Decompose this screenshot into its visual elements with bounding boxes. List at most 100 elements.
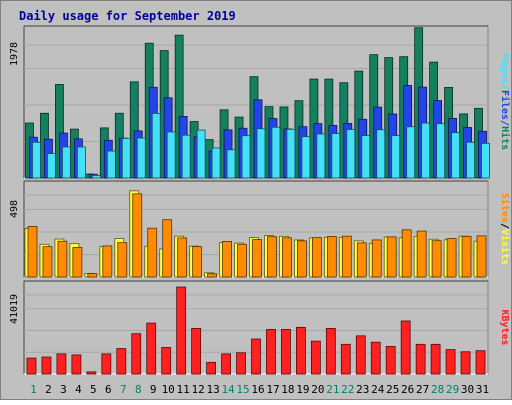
- x-tick-label-day-16: 16: [251, 383, 264, 396]
- bar-sites-day-9: [147, 227, 158, 278]
- bar-kbytes-day-3: [56, 353, 67, 375]
- bar-pages-day-2: [47, 153, 56, 179]
- series-pages: [32, 113, 490, 179]
- bar-pages-day-18: [286, 128, 296, 179]
- series-legend-label: Pages/Files/Hits: [499, 54, 511, 150]
- bar-sites-day-2: [42, 246, 53, 278]
- series-legend-label: Sites/Visits: [499, 193, 511, 265]
- x-tick-label-day-17: 17: [266, 383, 279, 396]
- bar-pages-day-13: [211, 147, 221, 179]
- bar-kbytes-day-30: [460, 351, 471, 375]
- bar-kbytes-day-23: [355, 335, 366, 375]
- x-tick-label-day-7: 7: [120, 383, 127, 396]
- bar-kbytes-day-13: [206, 361, 216, 375]
- legend-slash: /: [499, 223, 510, 229]
- bar-sites-day-29: [446, 238, 457, 278]
- bar-pages-day-21: [331, 133, 341, 179]
- bar-kbytes-day-15: [236, 352, 246, 375]
- series-kbytes: [26, 286, 486, 375]
- bar-kbytes-day-12: [191, 327, 202, 375]
- x-tick-label-day-14: 14: [221, 383, 235, 396]
- bar-pages-day-11: [181, 134, 191, 179]
- bar-sites-day-23: [356, 242, 367, 278]
- panel-hits-files-pages: 1978 Pages/Files/Hits: [9, 25, 511, 179]
- bar-pages-day-20: [316, 133, 326, 179]
- x-tick-label-day-22: 22: [341, 383, 354, 396]
- bar-pages-day-16: [256, 128, 266, 179]
- x-tick-label-day-20: 20: [311, 383, 324, 396]
- bar-pages-day-29: [451, 132, 460, 179]
- bar-kbytes-day-22: [340, 343, 351, 375]
- x-tick-label-day-6: 6: [105, 383, 112, 396]
- bar-kbytes-day-29: [445, 349, 456, 375]
- x-tick-label-day-5: 5: [90, 383, 97, 396]
- bar-pages-day-22: [346, 129, 356, 179]
- x-tick-label-day-4: 4: [75, 383, 82, 396]
- legend-files: Files/: [499, 90, 511, 126]
- bar-kbytes-day-26: [400, 320, 411, 375]
- x-tick-label-day-25: 25: [386, 383, 399, 396]
- bar-pages-day-25: [391, 135, 401, 179]
- bar-sites-day-10: [162, 219, 173, 278]
- bar-sites-day-31: [476, 235, 487, 278]
- bar-pages-day-5: [91, 175, 101, 179]
- bar-sites-day-27: [416, 230, 427, 278]
- legend-pages: Pages/: [499, 54, 510, 90]
- x-tick-label-day-31: 31: [476, 383, 489, 396]
- bar-kbytes-day-28: [430, 343, 441, 375]
- bar-pages-day-27: [421, 122, 431, 179]
- x-tick-label-day-19: 19: [296, 383, 309, 396]
- bar-kbytes-day-4: [71, 354, 82, 375]
- legend-hits: Hits: [499, 126, 511, 150]
- bar-kbytes-day-19: [296, 326, 306, 375]
- bar-kbytes-day-21: [325, 327, 336, 375]
- legend-visits: Visits: [499, 229, 511, 265]
- bar-sites-day-18: [282, 237, 292, 278]
- bar-pages-day-6: [106, 150, 116, 179]
- bar-kbytes-day-17: [266, 329, 276, 375]
- bar-kbytes-day-20: [310, 340, 321, 375]
- bar-sites-day-25: [386, 236, 397, 278]
- x-tick-label-day-1: 1: [30, 383, 37, 396]
- bar-sites-day-20: [311, 237, 322, 278]
- x-tick-label-day-21: 21: [326, 383, 339, 396]
- panel-visits-sites: 498 Sites/Visits: [9, 180, 511, 278]
- bar-sites-day-3: [57, 240, 68, 278]
- bar-sites-day-6: [102, 245, 113, 278]
- bar-pages-day-1: [32, 141, 41, 179]
- bar-pages-day-24: [376, 129, 386, 179]
- bar-sites-day-11: [177, 237, 188, 278]
- bar-sites-day-28: [431, 240, 442, 278]
- bar-kbytes-day-18: [281, 329, 291, 375]
- x-tick-label-day-10: 10: [162, 383, 175, 396]
- x-tick-label-day-11: 11: [177, 383, 190, 396]
- x-tick-label-day-2: 2: [45, 383, 52, 396]
- bar-pages-day-8: [136, 137, 146, 179]
- bar-pages-day-7: [121, 138, 131, 179]
- bar-sites-day-7: [117, 242, 128, 278]
- bar-kbytes-day-16: [251, 338, 261, 375]
- bar-kbytes-day-10: [161, 347, 172, 375]
- bar-pages-day-12: [196, 129, 206, 179]
- bar-kbytes-day-7: [116, 348, 127, 375]
- bar-kbytes-day-11: [176, 286, 187, 375]
- bar-kbytes-day-31: [475, 350, 486, 375]
- bar-kbytes-day-6: [101, 353, 112, 375]
- bar-pages-day-4: [76, 146, 86, 179]
- bar-pages-day-10: [166, 131, 176, 179]
- x-tick-label-day-3: 3: [60, 383, 67, 396]
- bar-pages-day-26: [406, 126, 416, 179]
- x-tick-label-day-18: 18: [281, 383, 294, 396]
- bar-kbytes-day-5: [86, 371, 97, 375]
- bar-kbytes-day-24: [370, 341, 381, 375]
- legend-kbytes: KBytes: [499, 309, 510, 345]
- bar-kbytes-day-27: [415, 343, 426, 375]
- chart-panels: 1978 Pages/Files/Hits 498 Sites/Visits 41019…: [9, 25, 511, 375]
- bar-sites-day-14: [222, 240, 232, 278]
- bar-sites-day-15: [237, 243, 247, 278]
- x-tick-label-day-23: 23: [356, 383, 369, 396]
- x-tick-label-day-9: 9: [150, 383, 157, 396]
- bar-kbytes-day-2: [41, 356, 52, 375]
